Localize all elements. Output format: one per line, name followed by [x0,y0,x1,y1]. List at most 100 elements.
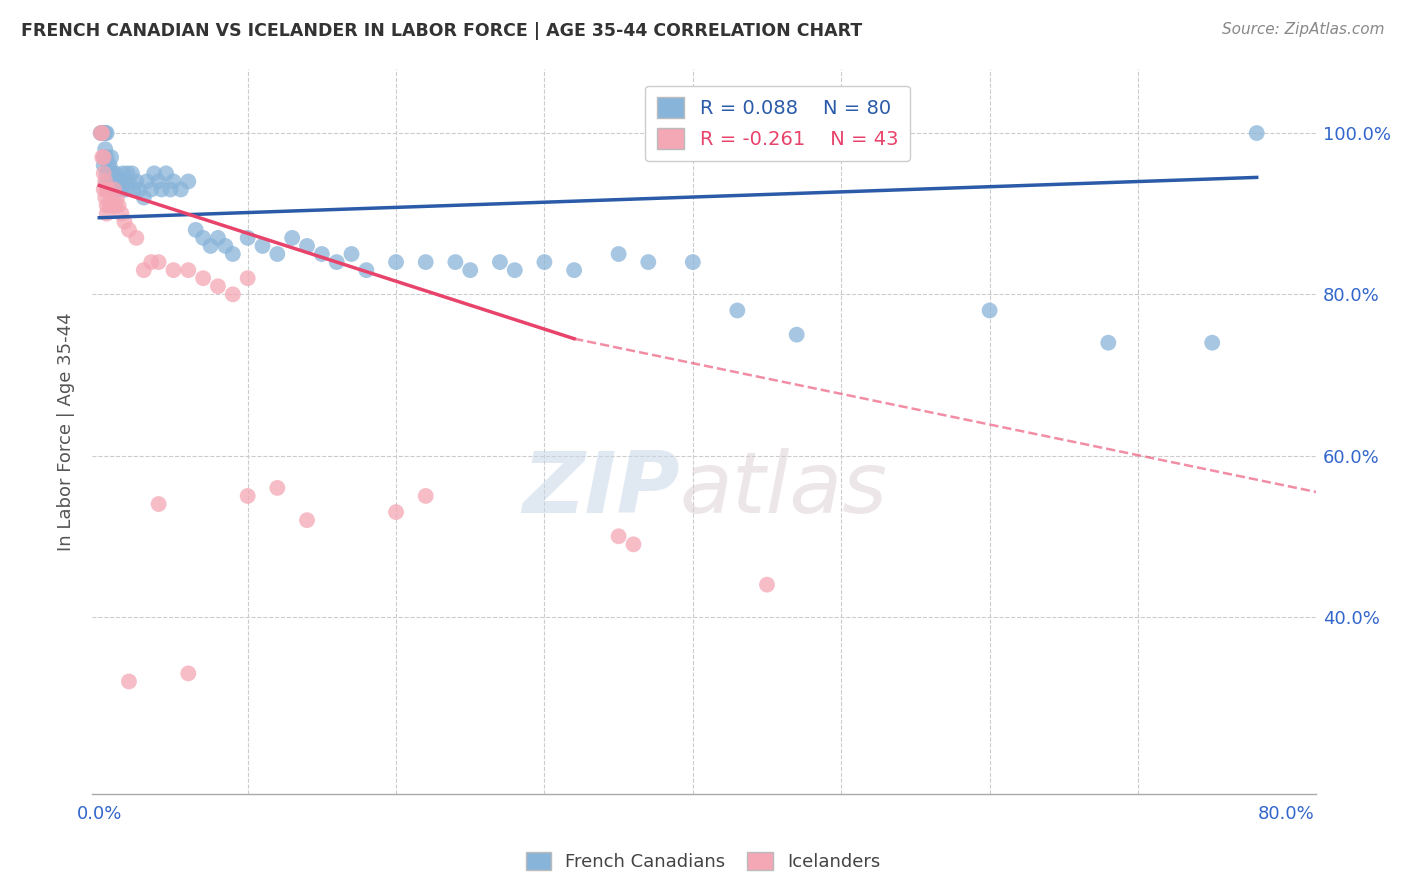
Point [415,255,437,269]
Point [295,513,318,527]
Point [191,231,214,245]
Point [93,166,115,180]
Point [177,174,200,188]
Point [150,182,173,196]
Point [105,190,128,204]
Point [607,529,630,543]
Point [786,327,808,342]
Point [155,166,177,180]
Point [97,182,120,196]
Point [91,126,114,140]
Point [214,239,236,253]
Point [184,223,207,237]
Point [93,126,115,140]
Point [108,174,131,188]
Point [207,231,229,245]
Point [93,150,115,164]
Point [94,142,117,156]
Point [94,174,117,188]
Point [623,537,645,551]
Point [100,166,122,180]
Point [458,263,481,277]
Point [1097,335,1119,350]
Point [236,231,259,245]
Point [96,199,118,213]
Point [236,271,259,285]
Point [132,263,155,277]
Point [103,174,125,188]
Point [115,182,138,196]
Point [756,577,779,591]
Point [103,182,125,196]
Point [117,166,139,180]
Point [252,239,274,253]
Point [325,255,347,269]
Point [562,263,585,277]
Point [104,166,127,180]
Point [114,174,136,188]
Text: atlas: atlas [679,448,887,531]
Y-axis label: In Labor Force | Age 35-44: In Labor Force | Age 35-44 [58,312,75,550]
Point [132,190,155,204]
Point [110,182,132,196]
Point [682,255,704,269]
Point [637,255,659,269]
Point [121,166,143,180]
Point [118,174,141,188]
Point [97,174,120,188]
Point [100,190,122,204]
Point [266,247,288,261]
Point [96,126,118,140]
Point [489,255,512,269]
Point [222,287,245,301]
Point [91,150,114,164]
Point [93,182,115,196]
Point [177,666,200,681]
Point [177,263,200,277]
Point [111,166,134,180]
Point [385,505,408,519]
Text: ZIP: ZIP [522,448,679,531]
Point [100,150,122,164]
Point [96,150,118,164]
Point [94,126,117,140]
Point [93,158,115,172]
Point [311,247,333,261]
Point [93,126,115,140]
Point [90,126,112,140]
Point [222,247,245,261]
Point [110,207,132,221]
Point [162,263,184,277]
Point [444,255,467,269]
Point [191,271,214,285]
Point [236,489,259,503]
Point [295,239,318,253]
Point [96,182,118,196]
Point [159,182,181,196]
Point [128,182,150,196]
Point [725,303,748,318]
Point [98,158,121,172]
Point [162,174,184,188]
Point [103,182,125,196]
Point [105,174,128,188]
Point [114,215,136,229]
Point [94,190,117,204]
Point [91,126,114,140]
Point [107,199,129,213]
Text: FRENCH CANADIAN VS ICELANDER IN LABOR FORCE | AGE 35-44 CORRELATION CHART: FRENCH CANADIAN VS ICELANDER IN LABOR FO… [21,22,862,40]
Point [91,126,114,140]
Point [207,279,229,293]
Text: Source: ZipAtlas.com: Source: ZipAtlas.com [1222,22,1385,37]
Point [979,303,1001,318]
Point [104,199,127,213]
Point [96,174,118,188]
Point [98,199,121,213]
Point [125,231,148,245]
Point [135,174,157,188]
Point [148,255,170,269]
Point [101,199,124,213]
Legend: French Canadians, Icelanders: French Canadians, Icelanders [519,845,887,879]
Point [141,255,163,269]
Point [93,150,115,164]
